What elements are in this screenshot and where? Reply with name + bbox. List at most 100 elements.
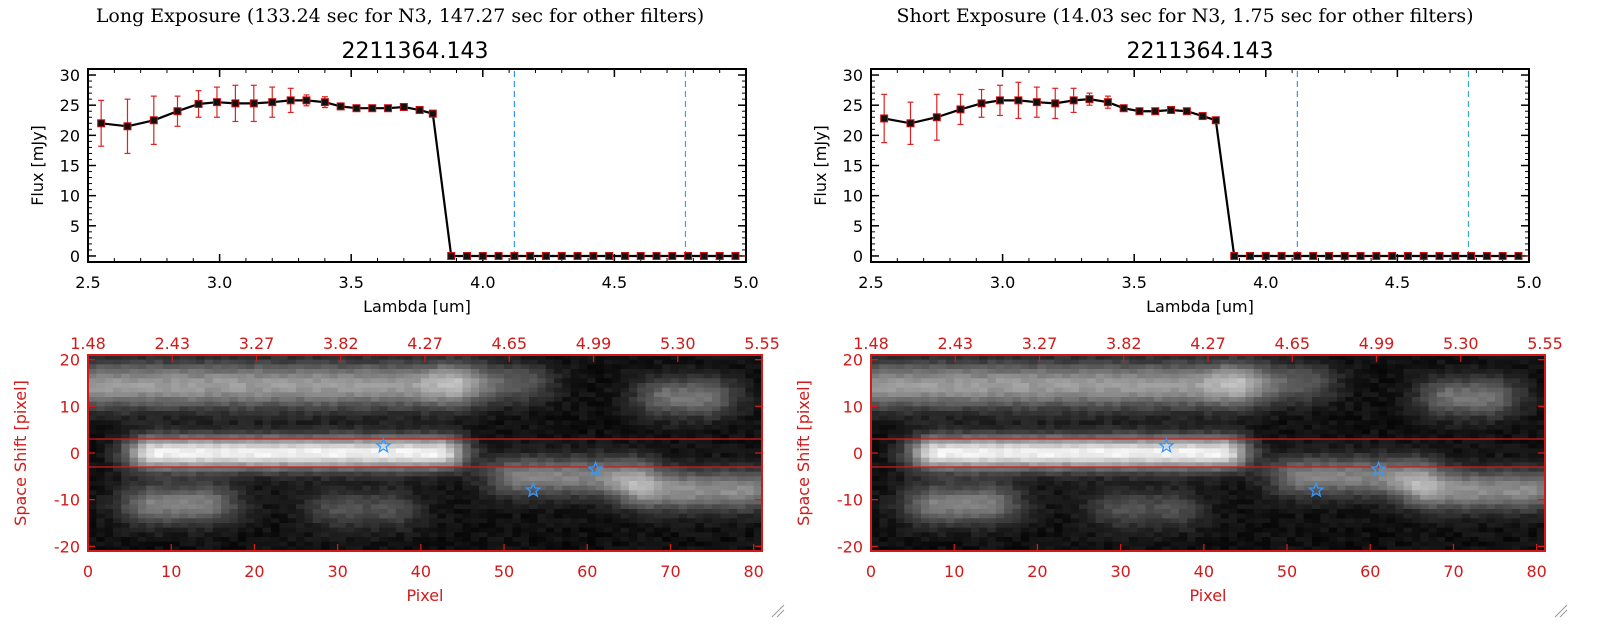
- image-pixel: [495, 373, 505, 379]
- image-pixel: [362, 369, 372, 375]
- image-pixel: [753, 443, 763, 449]
- image-pixel: [287, 406, 297, 412]
- image-pixel: [420, 537, 430, 543]
- image-pixel: [187, 485, 197, 491]
- image-pixel: [1303, 369, 1313, 375]
- image-pixel: [296, 373, 305, 379]
- image-pixel: [587, 504, 597, 510]
- image-pixel: [1212, 378, 1222, 384]
- image-pixel: [354, 406, 364, 412]
- image-pixel: [662, 485, 672, 491]
- image-pixel: [470, 415, 480, 421]
- image-pixel: [254, 369, 264, 375]
- image-pixel: [337, 541, 347, 547]
- image-pixel: [745, 387, 755, 393]
- image-pixel: [162, 406, 172, 412]
- image-pixel: [1287, 364, 1296, 370]
- image-pixel: [720, 401, 730, 407]
- image-pixel: [1386, 369, 1396, 375]
- image-pixel: [337, 537, 347, 543]
- image-pixel: [962, 383, 972, 389]
- image-pixel: [470, 369, 480, 375]
- image-pixel: [104, 485, 114, 491]
- image-pixel: [320, 439, 330, 445]
- image-pixel: [687, 527, 697, 533]
- image-pixel: [545, 411, 555, 417]
- image-pixel: [437, 397, 447, 403]
- image-pixel: [1245, 406, 1255, 412]
- image-pixel: [512, 523, 522, 529]
- image-pixel: [196, 434, 206, 440]
- image-pixel: [379, 462, 389, 468]
- image-pixel: [504, 504, 513, 510]
- image-pixel: [454, 369, 464, 375]
- image-pixel: [1054, 397, 1063, 403]
- image-pixel: [296, 397, 305, 403]
- image-pixel: [945, 383, 955, 389]
- image-pixel: [462, 453, 472, 459]
- image-pixel: [587, 453, 597, 459]
- image-pixel: [678, 439, 688, 445]
- image-pixel: [628, 359, 638, 365]
- image-pixel: [96, 429, 106, 435]
- image-pixel: [995, 359, 1005, 365]
- image-pixel: [1303, 359, 1313, 365]
- image-pixel: [1386, 392, 1396, 398]
- image-pixel: [129, 383, 139, 389]
- image-pixel: [954, 359, 964, 365]
- image-pixel: [454, 453, 464, 459]
- image-pixel: [370, 420, 380, 426]
- image-pixel: [1428, 355, 1438, 361]
- image-pixel: [212, 467, 222, 473]
- image-pixel: [1395, 411, 1405, 417]
- image-pixel: [437, 499, 447, 505]
- image-pixel: [479, 476, 489, 482]
- image-pixel: [279, 527, 289, 533]
- image-pixel: [712, 355, 721, 361]
- image-pixel: [171, 364, 181, 370]
- image-pixel: [329, 523, 339, 529]
- image-pixel: [479, 397, 489, 403]
- image-pixel: [479, 443, 489, 449]
- image-pixel: [1220, 373, 1230, 379]
- image-pixel: [429, 406, 439, 412]
- image-pixel: [420, 378, 430, 384]
- image-pixel: [703, 462, 713, 468]
- image-pixel: [753, 355, 763, 361]
- image-pixel: [104, 434, 114, 440]
- y-tick-label: 15: [60, 157, 80, 176]
- image-pixel: [1445, 355, 1455, 361]
- image-pixel: [1420, 364, 1430, 370]
- image-pixel: [553, 411, 563, 417]
- image-pixel: [221, 476, 231, 482]
- image-pixel: [320, 504, 330, 510]
- image-pixel: [420, 485, 430, 491]
- image-pixel: [620, 448, 630, 454]
- image-pixel: [954, 406, 964, 412]
- image-pixel: [720, 359, 730, 365]
- image-pixel: [1170, 397, 1180, 403]
- image-pixel: [445, 518, 455, 524]
- image-pixel: [296, 537, 305, 543]
- image-pixel: [1145, 359, 1155, 365]
- image-pixel: [221, 425, 231, 431]
- image-pixel: [745, 499, 755, 505]
- image-pixel: [1495, 397, 1504, 403]
- image-pixel: [695, 406, 705, 412]
- image-pixel: [1020, 364, 1030, 370]
- image-pixel: [379, 373, 389, 379]
- image-pixel: [88, 415, 97, 421]
- image-pixel: [337, 476, 347, 482]
- image-pixel: [1353, 383, 1363, 389]
- image-pixel: [1403, 373, 1413, 379]
- image-pixel: [395, 532, 405, 538]
- image-pixel: [1228, 373, 1238, 379]
- image-pixel: [254, 392, 264, 398]
- image-pixel: [553, 518, 563, 524]
- image-pixel: [187, 434, 197, 440]
- image-pixel: [212, 373, 222, 379]
- image-pixel: [495, 355, 505, 361]
- image-pixel: [495, 541, 505, 547]
- image-pixel: [229, 392, 239, 398]
- image-pixel: [695, 532, 705, 538]
